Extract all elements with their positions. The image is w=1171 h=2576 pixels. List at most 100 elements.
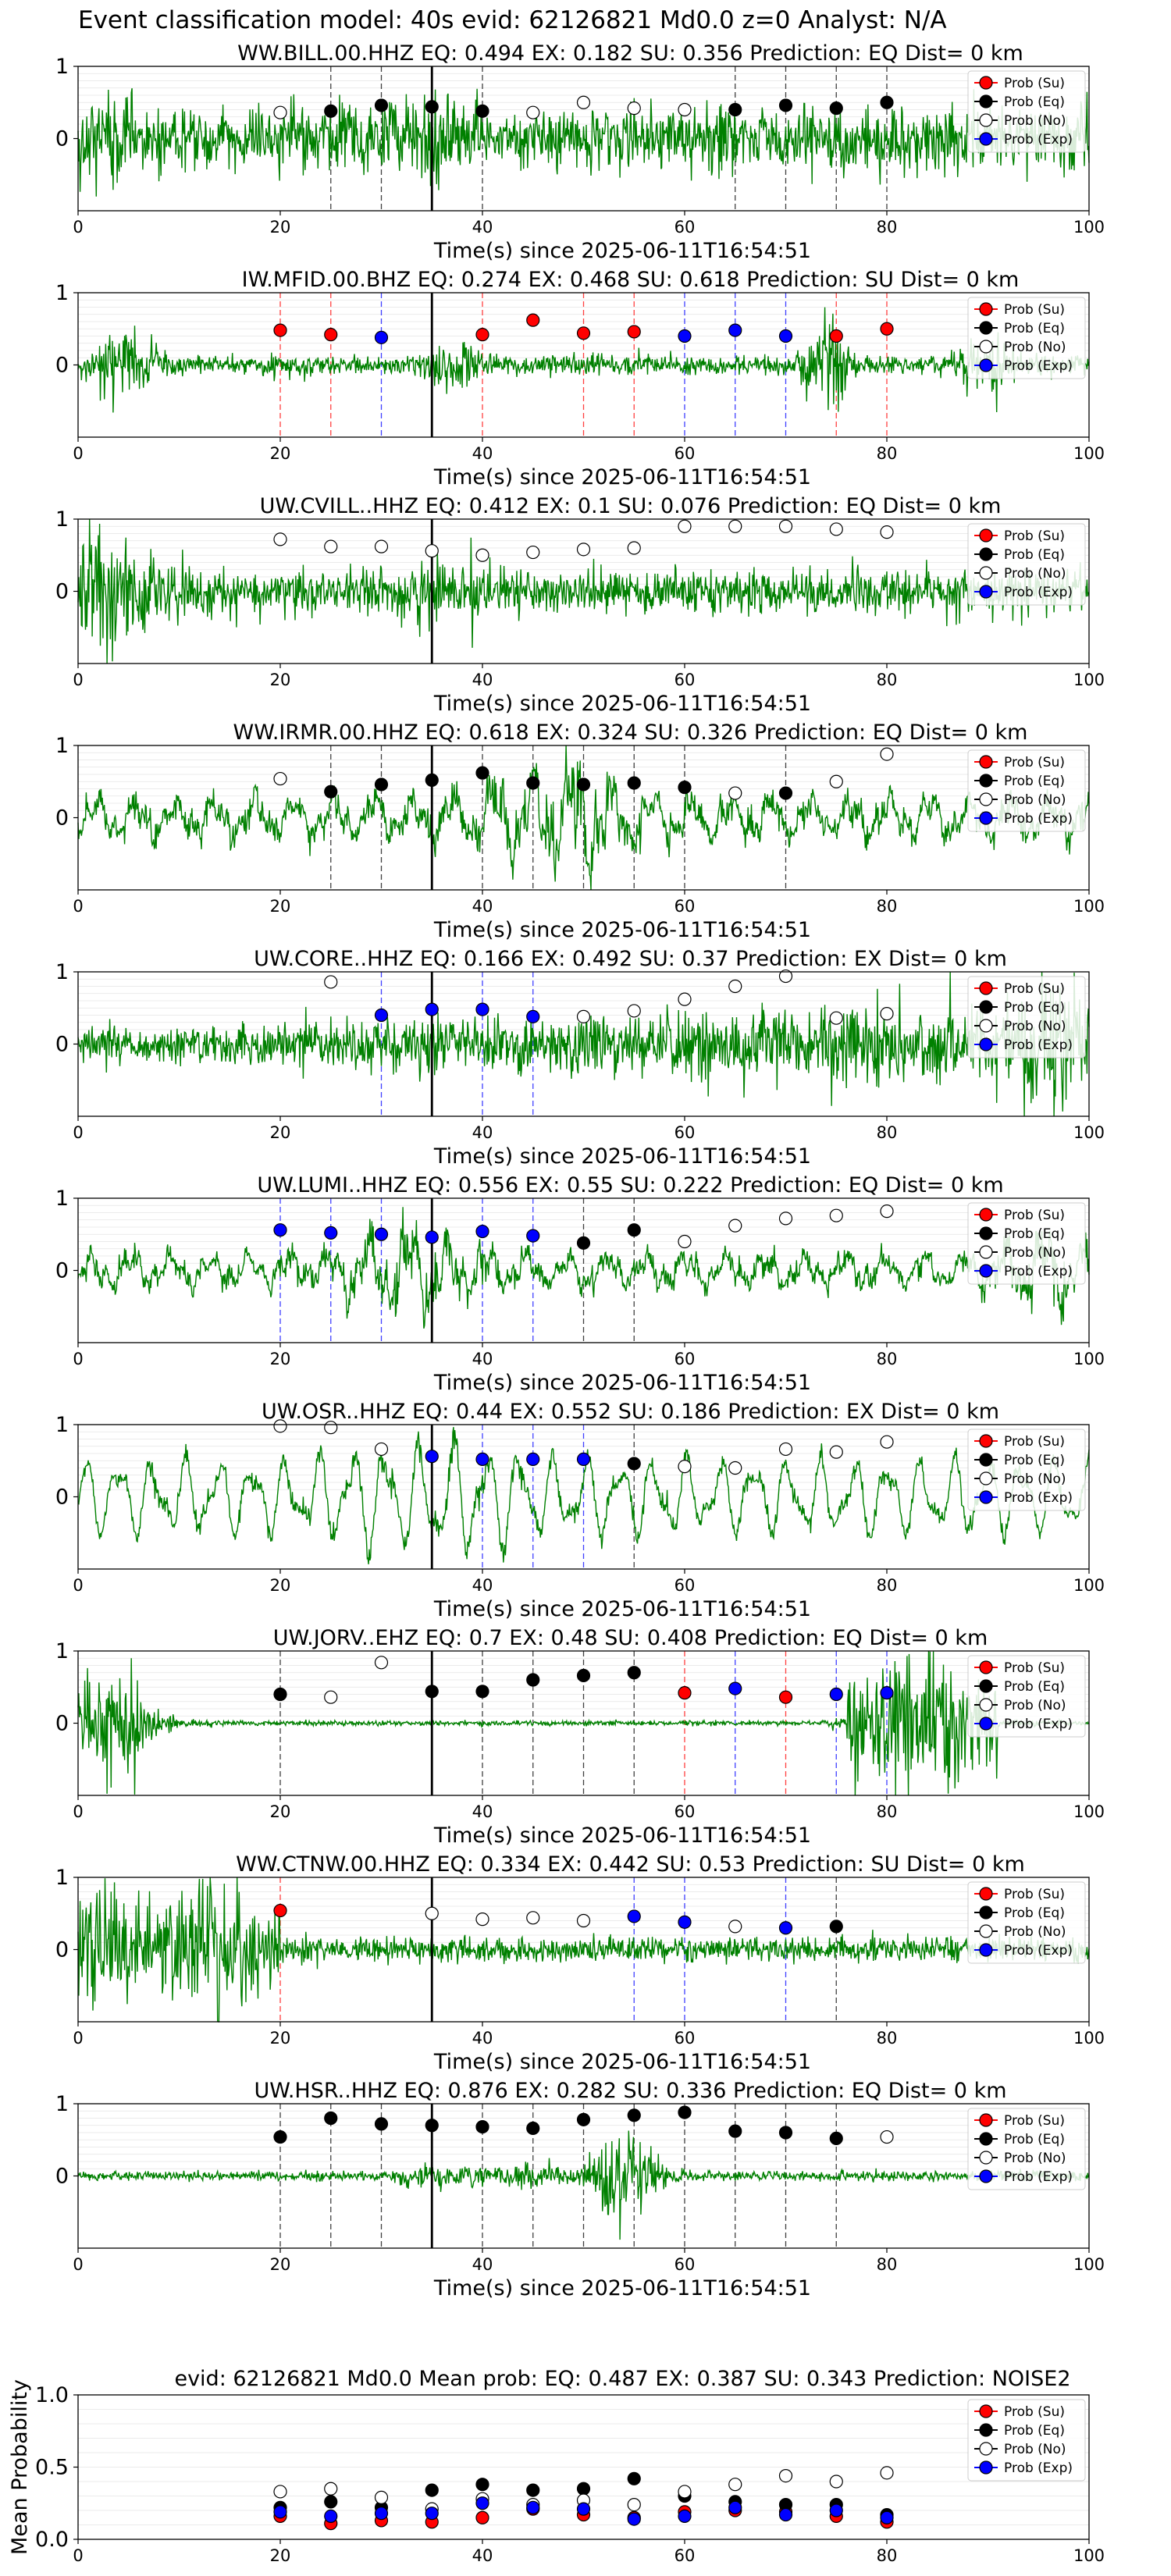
panel-2-prob-point-su (627, 325, 641, 339)
panel-6-xtick-label-20: 20 (270, 1350, 291, 1368)
panel-3-legend-marker-exp (979, 585, 993, 599)
panel-6-prob-point-exp (425, 1230, 439, 1244)
panel-5-xtick-label-80: 80 (877, 1123, 898, 1142)
panel-2-prob-point-su (526, 313, 540, 327)
panel-5-prob-point-exp (425, 1002, 439, 1016)
panel-1-prob-point-no (627, 101, 641, 116)
panel-3-ytick-label-1: 1 (55, 507, 69, 532)
mean-panel-point-exp (778, 2507, 793, 2522)
panel-1-waveform (77, 87, 1090, 197)
panel-7-xtick-label-0: 0 (73, 1576, 83, 1595)
panel-6-prob-point-no (678, 1234, 692, 1249)
panel-4-legend-label-no: Prob (No) (1004, 792, 1066, 808)
panel-1-xtick-label-0: 0 (73, 218, 83, 237)
mean-panel-point-eq (576, 2482, 591, 2496)
panel-7-xtick-label-100: 100 (1073, 1576, 1105, 1595)
mean-panel-point-exp (374, 2507, 389, 2521)
panel-9: WW.CTNW.00.HHZ EQ: 0.334 EX: 0.442 SU: 0… (55, 1852, 1105, 2074)
panel-1-xtick-label-60: 60 (674, 218, 696, 237)
panel-2-prob-point-su (324, 328, 338, 342)
panel-4-xtick-label-0: 0 (73, 897, 83, 916)
panel-6: UW.LUMI..HHZ EQ: 0.556 EX: 0.55 SU: 0.22… (55, 1173, 1105, 1395)
panel-3-prob-point-no (526, 545, 540, 560)
panel-9-legend (967, 1881, 1086, 1964)
panel-6-prob-point-exp (526, 1229, 540, 1243)
panel-1-xtick-label-80: 80 (877, 218, 898, 237)
panel-1-prob-point-no (576, 95, 591, 109)
panel-7-xtick-label-80: 80 (877, 1576, 898, 1595)
panel-9-legend-marker-exp (979, 1943, 993, 1957)
panel-4-legend-marker-no (979, 792, 993, 806)
panel-7-prob-point-exp (475, 1452, 489, 1467)
panel-5-legend-label-su: Prob (Su) (1004, 981, 1065, 997)
panel-7-prob-point-exp (576, 1452, 591, 1467)
panel-1-prob-point-eq (374, 98, 389, 112)
mean-panel-point-no (627, 2498, 641, 2512)
panel-6-xtick-label-40: 40 (472, 1350, 493, 1368)
panel-10-prob-point-eq (374, 2117, 389, 2131)
panel-6-legend-label-exp: Prob (Exp) (1004, 1264, 1073, 1279)
panel-2-prob-point-su (273, 323, 287, 337)
panel-8-prob-point-su (778, 1690, 793, 1704)
panel-9-prob-point-no (425, 1906, 439, 1920)
panel-6-legend-label-no: Prob (No) (1004, 1245, 1066, 1261)
panel-1-legend-label-su: Prob (Su) (1004, 76, 1065, 91)
panel-1-prob-point-eq (829, 101, 843, 116)
panel-5-ytick-label-0: 0 (55, 1033, 69, 1057)
panel-4-prob-point-eq (374, 777, 389, 792)
mean-panel-ytick-label: 1.0 (35, 2383, 69, 2407)
panel-10-prob-point-no (880, 2129, 894, 2144)
panel-2-legend-label-su: Prob (Su) (1004, 302, 1065, 318)
panel-9-legend-marker-su (979, 1887, 993, 1901)
panel-5-prob-point-no (728, 979, 742, 994)
panel-5-legend (967, 976, 1086, 1059)
panel-8-prob-point-eq (273, 1687, 287, 1702)
panel-4-prob-point-no (273, 771, 287, 786)
panel-8-legend-marker-exp (979, 1717, 993, 1731)
mean-panel-xtick-label-40: 40 (472, 2546, 493, 2565)
panel-6-prob-point-eq (627, 1223, 641, 1237)
panel-10-prob-point-eq (678, 2105, 692, 2119)
panel-10-xlabel: Time(s) since 2025-06-11T16:54:51 (433, 2276, 811, 2300)
panel-10-xtick-label-20: 20 (270, 2255, 291, 2274)
panel-1-legend-marker-su (979, 76, 993, 90)
panel-7-prob-point-no (374, 1442, 389, 1457)
panel-5-legend-marker-su (979, 981, 993, 995)
panel-7-ytick-label-0: 0 (55, 1485, 69, 1510)
panel-9-prob-point-no (728, 1920, 742, 1934)
panel-1-legend-marker-exp (979, 132, 993, 146)
panel-9-prob-point-su (273, 1903, 287, 1918)
panel-7-legend-label-su: Prob (Su) (1004, 1434, 1065, 1450)
panel-6-xtick-label-60: 60 (674, 1350, 696, 1368)
panel-6-legend-marker-su (979, 1208, 993, 1222)
mean-panel: evid: 62126821 Md0.0 Mean prob: EQ: 0.48… (8, 2367, 1105, 2565)
panel-3-xtick-label-60: 60 (674, 671, 696, 689)
panel-3-xlabel: Time(s) since 2025-06-11T16:54:51 (433, 692, 811, 716)
panel-7-prob-point-no (778, 1442, 793, 1457)
panel-8: UW.JORV..EHZ EQ: 0.7 EX: 0.48 SU: 0.408 … (55, 1626, 1105, 1848)
panel-3-legend-marker-eq (979, 547, 993, 561)
panel-2-legend-marker-eq (979, 321, 993, 335)
panel-10-prob-point-eq (778, 2126, 793, 2140)
panel-10-ytick-label-1: 1 (55, 2092, 69, 2116)
panel-8-prob-point-su (678, 1686, 692, 1700)
panel-1-title: WW.BILL.00.HHZ EQ: 0.494 EX: 0.182 SU: 0… (237, 41, 1023, 66)
panel-3-xtick-label-0: 0 (73, 671, 83, 689)
panel-8-ytick-label-1: 1 (55, 1639, 69, 1663)
mean-panel-point-no (374, 2490, 389, 2504)
panel-5-prob-point-exp (526, 1009, 540, 1023)
panel-8-legend-marker-eq (979, 1679, 993, 1693)
mean-panel-legend-marker-exp (979, 2460, 993, 2475)
panel-6-prob-point-exp (475, 1224, 489, 1239)
panel-4-xtick-label-40: 40 (472, 897, 493, 916)
panel-4-xtick-label-60: 60 (674, 897, 696, 916)
panel-10-xtick-label-100: 100 (1073, 2255, 1105, 2274)
panel-3-prob-point-no (475, 548, 489, 562)
panel-5-legend-label-eq: Prob (Eq) (1004, 1000, 1065, 1016)
panel-8-xtick-label-20: 20 (270, 1802, 291, 1821)
panel-9-legend-label-no: Prob (No) (1004, 1924, 1066, 1940)
panel-7-xtick-label-60: 60 (674, 1576, 696, 1595)
panel-8-legend-label-exp: Prob (Exp) (1004, 1717, 1073, 1732)
panel-5-prob-point-no (880, 1007, 894, 1021)
